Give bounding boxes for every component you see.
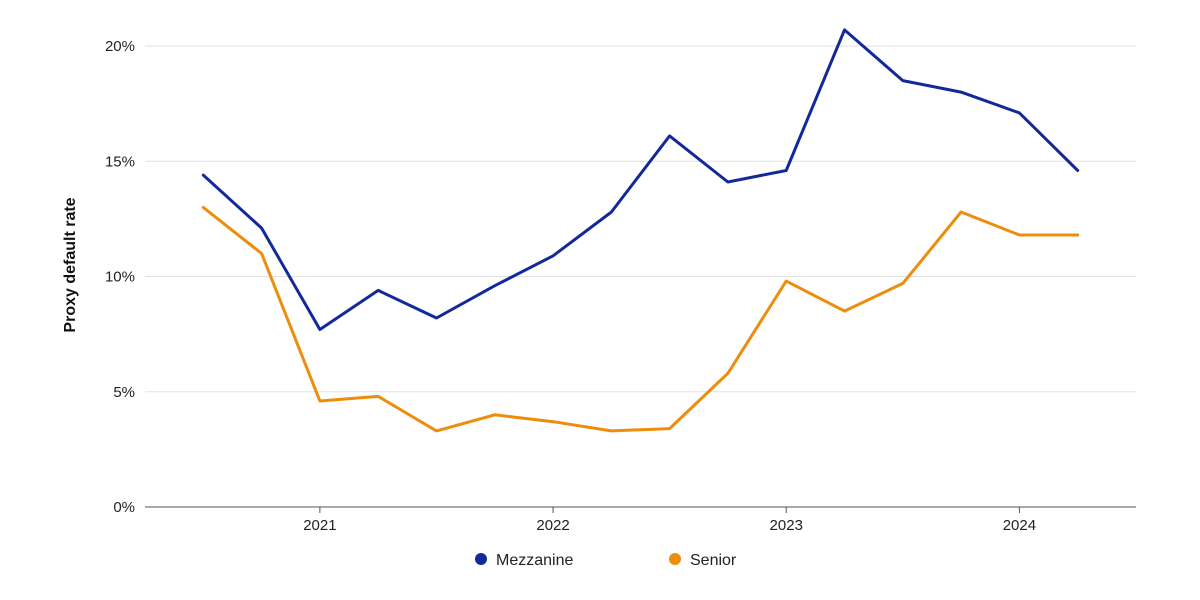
x-tick-label: 2022 [536,517,569,534]
y-tick-label: 15% [105,153,135,170]
gridlines [145,45,1136,393]
series-line-mezzanine [201,28,1080,331]
y-tick-label: 20% [105,38,135,55]
x-tick-label: 2024 [1003,517,1036,534]
y-tick-label: 5% [113,384,135,401]
series-lines [201,28,1080,433]
legend-marker-mezzanine [475,553,487,565]
x-tick-label: 2021 [303,517,336,534]
x-axis: 2021 2022 2023 2024 [145,506,1136,534]
x-tick-label: 2023 [770,517,803,534]
y-axis-title: Proxy default rate [62,197,79,332]
y-tick-label: 10% [105,269,135,286]
legend: Mezzanine Senior [475,552,737,569]
legend-marker-senior [669,553,681,565]
series-line-senior [201,205,1080,433]
legend-label-mezzanine: Mezzanine [496,552,573,569]
y-tick-label: 0% [113,499,135,516]
y-axis-tick-labels: 0% 5% 10% 15% 20% [105,38,135,516]
legend-label-senior: Senior [690,552,737,569]
